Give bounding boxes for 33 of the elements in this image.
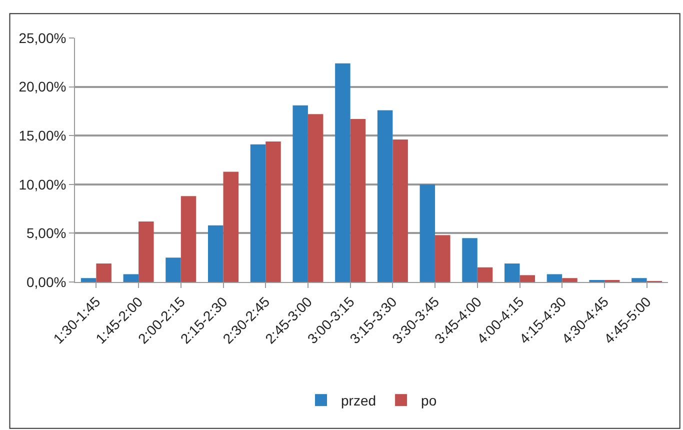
bar bbox=[377, 110, 393, 282]
bar bbox=[308, 114, 324, 282]
bar bbox=[266, 141, 281, 282]
bar bbox=[123, 274, 139, 282]
bar bbox=[223, 172, 238, 282]
y-tick-label: 10,00% bbox=[18, 176, 66, 192]
bar bbox=[435, 235, 450, 282]
bar bbox=[335, 63, 350, 282]
legend-label: przed bbox=[341, 392, 376, 409]
bar bbox=[166, 258, 181, 282]
bar bbox=[138, 221, 154, 282]
bar bbox=[632, 278, 647, 282]
bar bbox=[80, 278, 96, 282]
bar bbox=[392, 140, 408, 282]
bar bbox=[292, 105, 308, 282]
y-tick-label: 20,00% bbox=[18, 78, 66, 95]
legend-label: po bbox=[421, 392, 437, 409]
bar bbox=[562, 278, 578, 282]
bar bbox=[546, 274, 562, 282]
bar bbox=[208, 225, 224, 282]
bar bbox=[250, 144, 266, 282]
bar bbox=[462, 238, 478, 282]
y-tick-label: 15,00% bbox=[18, 128, 66, 144]
y-tick-label: 25,00% bbox=[18, 30, 66, 46]
bar bbox=[96, 263, 112, 282]
bar bbox=[420, 184, 436, 282]
bar bbox=[504, 263, 520, 282]
bar bbox=[180, 196, 196, 282]
y-tick-label: 5,00% bbox=[26, 225, 66, 242]
y-tick-label: 0,00% bbox=[26, 274, 66, 290]
bar bbox=[350, 119, 366, 282]
bar bbox=[477, 267, 493, 282]
bar bbox=[520, 275, 535, 282]
